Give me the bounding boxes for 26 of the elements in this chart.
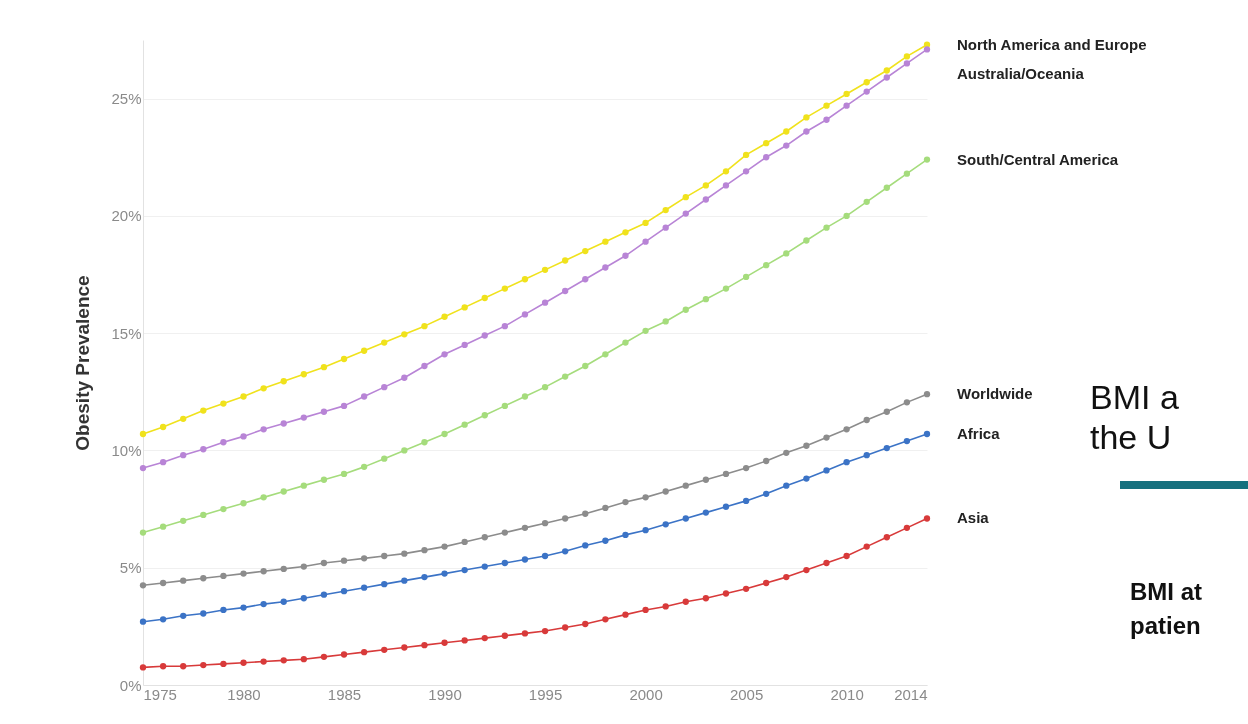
text: BMI at bbox=[1130, 578, 1202, 606]
x-tick-label: 1985 bbox=[327, 685, 362, 703]
x-tick-label: 2005 bbox=[729, 685, 764, 703]
y-axis-title: Obesity Prevalence bbox=[72, 275, 94, 451]
text: patien bbox=[1130, 612, 1201, 640]
x-tick-label: 1975 bbox=[143, 685, 177, 703]
y-tick-label: 5% bbox=[119, 559, 142, 577]
x-tick-label: 2010 bbox=[830, 685, 864, 703]
text: the U bbox=[1090, 418, 1172, 457]
x-tick-label: 1995 bbox=[528, 685, 563, 703]
series-label: South/Central America bbox=[957, 150, 1119, 168]
y-tick-label: 25% bbox=[111, 90, 142, 108]
series-label: Worldwide bbox=[957, 385, 1033, 403]
text: BMI a bbox=[1090, 378, 1179, 417]
y-tick-label: 10% bbox=[111, 441, 142, 459]
y-tick-label: 15% bbox=[111, 324, 142, 342]
text: Australia/Oceania bbox=[957, 64, 1085, 82]
x-tick-label: 2014 bbox=[894, 685, 928, 703]
x-tick-label: 1980 bbox=[227, 685, 261, 703]
y-tick-label: 20% bbox=[111, 207, 142, 225]
series-label: Africa bbox=[957, 425, 1001, 443]
x-tick-label: 2000 bbox=[629, 685, 663, 703]
y-tick-label: 0% bbox=[119, 676, 142, 694]
series-label: Asia bbox=[957, 509, 990, 527]
x-tick-label: 1990 bbox=[428, 685, 462, 703]
series-label: North America and Europe bbox=[957, 35, 1147, 53]
